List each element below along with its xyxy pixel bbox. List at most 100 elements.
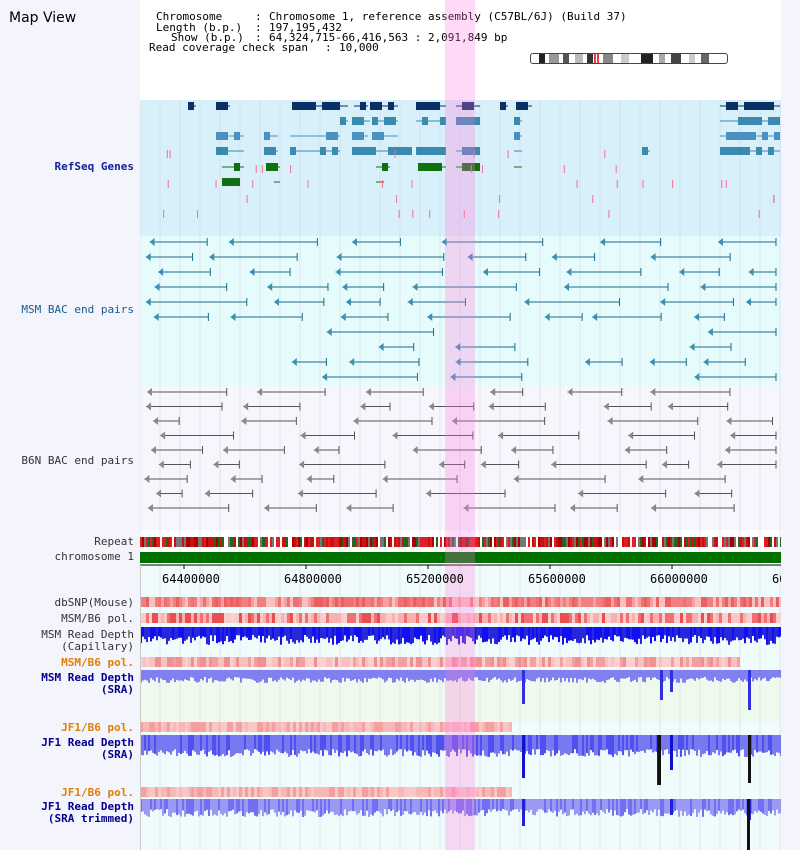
chromosome-ideogram[interactable]	[530, 53, 728, 64]
repeat-segment	[528, 537, 530, 547]
depth-bar	[358, 799, 360, 814]
depth-bar	[476, 627, 478, 640]
depth-bar	[192, 627, 194, 638]
heat-cell	[215, 787, 218, 797]
depth-bar	[328, 670, 330, 679]
depth-bar	[728, 627, 730, 645]
heat-cell	[716, 657, 719, 667]
depth-bar	[662, 627, 664, 639]
heat-cell	[542, 597, 545, 607]
depth-bar	[436, 735, 438, 755]
track-label-dbsnp[interactable]: dbSNP(Mouse)	[54, 596, 134, 609]
heat-cell	[317, 657, 320, 667]
depth-bar	[760, 735, 762, 752]
depth-bar	[400, 627, 402, 644]
track-label-jf1-depth-trimmed[interactable]: JF1 Read Depth (SRA trimmed)	[41, 800, 134, 825]
depth-bar	[166, 799, 168, 810]
repeat-segment	[482, 537, 484, 547]
b6n-end-marker	[498, 431, 504, 440]
depth-bar	[442, 627, 444, 636]
depth-bar	[382, 670, 384, 680]
depth-bar	[202, 670, 204, 681]
track-label-repeat[interactable]: Repeat	[94, 535, 134, 548]
exon-block	[756, 117, 762, 125]
depth-bar	[402, 627, 404, 638]
depth-bar	[438, 670, 440, 680]
depth-bar	[702, 627, 704, 644]
track-label-msm-b6-pol-2[interactable]: MSM/B6 pol.	[61, 656, 134, 669]
track-label-jf1-b6-pol-2[interactable]: JF1/B6 pol.	[61, 786, 134, 799]
heat-cell	[650, 613, 653, 623]
heat-cell	[356, 722, 359, 732]
bac-end-marker	[694, 313, 700, 321]
depth-bar	[656, 670, 658, 680]
track-label-b6n-bac[interactable]: B6N BAC end pairs	[21, 454, 134, 467]
depth-bar	[732, 670, 734, 683]
depth-bar	[540, 627, 542, 641]
depth-bar	[160, 670, 162, 679]
show-value: 64,324,715-66,416,563 : 2,091,849 bp	[269, 31, 508, 44]
repeat-segment	[266, 537, 268, 547]
heat-cell	[455, 657, 458, 667]
repeat-segment	[642, 537, 644, 547]
repeat-segment	[420, 537, 422, 547]
depth-bar	[534, 670, 536, 682]
repeat-segment	[226, 537, 228, 547]
depth-bar	[746, 627, 748, 638]
heat-cell	[551, 613, 554, 623]
depth-bar	[492, 670, 494, 679]
depth-bar	[176, 670, 178, 680]
selected-region-highlight[interactable]	[445, 0, 475, 850]
heat-cell	[230, 657, 233, 667]
track-label-jf1-depth-sra[interactable]: JF1 Read Depth (SRA)	[41, 736, 134, 761]
repeat-segment	[700, 537, 702, 547]
heat-cell	[281, 657, 284, 667]
track-label-refseq[interactable]: RefSeq Genes	[54, 160, 134, 173]
depth-bar	[252, 670, 254, 680]
track-label-chromosome[interactable]: chromosome 1	[54, 550, 134, 563]
depth-bar	[700, 627, 702, 639]
depth-bar	[570, 627, 572, 641]
depth-bar	[332, 670, 334, 681]
chromosome-label: Chromosome	[156, 10, 223, 23]
heat-cell	[380, 722, 383, 732]
depth-bar	[378, 627, 380, 641]
heat-cell	[293, 787, 296, 797]
heat-cell	[365, 787, 368, 797]
heat-cell	[728, 597, 731, 607]
heat-cell	[254, 657, 257, 667]
track-label-msm-b6-pol[interactable]: MSM/B6 pol.	[61, 612, 134, 625]
depth-bar	[338, 627, 340, 643]
depth-bar	[206, 799, 208, 810]
depth-bar	[212, 799, 214, 816]
depth-bar	[146, 799, 148, 816]
track-label-msm-depth-capillary[interactable]: MSM Read Depth (Capillary)	[41, 628, 134, 653]
heat-cell	[401, 657, 404, 667]
b6n-end-marker	[300, 431, 306, 440]
depth-bar	[164, 735, 166, 755]
track-label-jf1-b6-pol[interactable]: JF1/B6 pol.	[61, 721, 134, 734]
repeat-segment	[534, 537, 536, 547]
heat-cell	[395, 613, 398, 623]
depth-bar	[506, 627, 508, 640]
ideogram-bands	[539, 54, 709, 63]
depth-bar	[554, 799, 556, 811]
heat-cell	[740, 597, 743, 607]
repeat-segment	[670, 537, 672, 547]
heat-cell	[200, 722, 203, 732]
depth-bar	[158, 670, 160, 683]
depth-bar	[500, 735, 502, 751]
heat-cell	[218, 597, 221, 607]
depth-bar	[734, 735, 736, 750]
heat-cell	[470, 722, 473, 732]
genome-viewer[interactable]: 64400000 64800000 65200000 65600000 6600…	[140, 0, 781, 850]
depth-bar	[324, 670, 326, 678]
heat-cell	[764, 597, 767, 607]
heat-cell	[560, 597, 563, 607]
depth-bar	[226, 799, 228, 817]
track-label-msm-depth-sra[interactable]: MSM Read Depth (SRA)	[41, 671, 134, 696]
track-label-msm-bac[interactable]: MSM BAC end pairs	[21, 303, 134, 316]
heat-cell	[359, 613, 362, 623]
depth-bar	[448, 670, 450, 681]
repeat-segment	[572, 537, 574, 547]
